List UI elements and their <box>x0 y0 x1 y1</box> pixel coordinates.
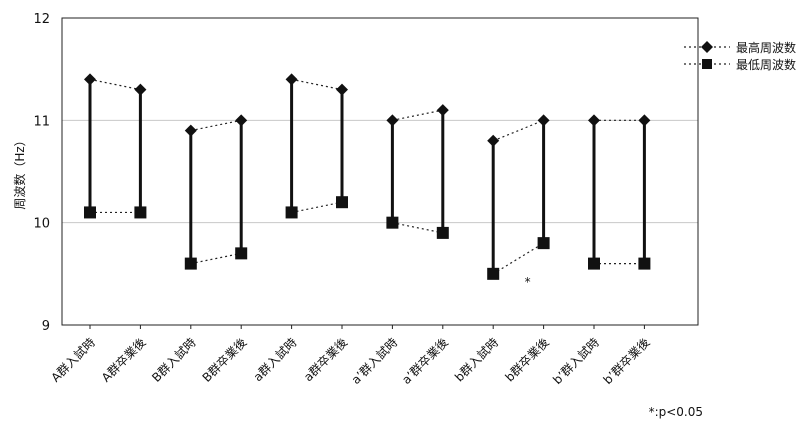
x-tick-label: a群卒業後 <box>301 335 350 384</box>
min-point <box>537 237 550 250</box>
min-point <box>487 267 500 280</box>
y-tick-label: 12 <box>33 12 50 27</box>
x-tick-label: a’群卒業後 <box>399 335 451 387</box>
legend-label-max: 最高周波数 <box>736 40 796 55</box>
max-point <box>84 73 96 86</box>
min-connector <box>492 242 544 275</box>
x-tick-label: a群入試時 <box>250 335 300 385</box>
y-axis-label: 周波数（Hz） <box>12 134 27 209</box>
min-point <box>134 206 147 219</box>
x-tick-label: B群卒業後 <box>200 335 250 385</box>
max-connector <box>89 78 141 91</box>
x-tick-label: b群卒業後 <box>502 335 551 384</box>
max-point <box>184 124 197 137</box>
x-tick-label: b’群入試時 <box>549 335 602 388</box>
min-point <box>386 216 399 229</box>
max-point <box>537 114 550 127</box>
y-tick-label: 10 <box>33 217 50 232</box>
max-point <box>336 83 348 96</box>
x-tick-label: A群卒業後 <box>99 335 149 385</box>
x-tick-label: A群入試時 <box>48 335 98 385</box>
footnote: *:p<0.05 <box>649 405 703 419</box>
max-point <box>134 83 147 96</box>
max-connector <box>392 109 443 121</box>
max-point <box>638 114 651 127</box>
min-point <box>84 206 96 219</box>
max-point <box>436 104 449 117</box>
y-tick-label: 11 <box>33 114 50 129</box>
max-connector <box>492 119 544 142</box>
series-connectors <box>89 78 645 275</box>
min-point <box>285 206 298 219</box>
significance-marker: * <box>525 275 531 289</box>
x-tick-label: b’群卒業後 <box>601 335 653 387</box>
min-point <box>588 257 600 270</box>
plot-frame <box>61 17 699 326</box>
series-markers <box>84 73 651 280</box>
legend-label-min: 最低周波数 <box>736 57 796 72</box>
x-tick-label: a’群入試時 <box>348 335 400 387</box>
x-tick-label: B群入試時 <box>149 335 199 385</box>
min-connector <box>291 201 343 214</box>
max-point <box>386 114 399 127</box>
legend-diamond-marker <box>701 41 713 53</box>
grid-layer <box>62 119 698 224</box>
max-connector <box>291 78 343 91</box>
legend: 最高周波数 最低周波数 <box>684 40 796 72</box>
max-connector <box>190 119 242 132</box>
max-point <box>235 114 248 127</box>
min-connector <box>392 222 443 234</box>
min-connector <box>190 252 242 265</box>
min-point <box>638 257 651 270</box>
min-point <box>436 226 449 239</box>
min-point <box>235 247 248 260</box>
legend-square-marker <box>702 59 712 69</box>
max-point <box>285 73 298 86</box>
max-point <box>487 134 500 147</box>
axis-layer <box>61 17 699 329</box>
max-point <box>588 114 600 127</box>
min-point <box>184 257 197 270</box>
x-tick-label: b群入試時 <box>451 335 501 385</box>
min-point <box>336 196 348 209</box>
y-tick-label: 9 <box>42 319 50 334</box>
range-bars <box>88 79 646 274</box>
